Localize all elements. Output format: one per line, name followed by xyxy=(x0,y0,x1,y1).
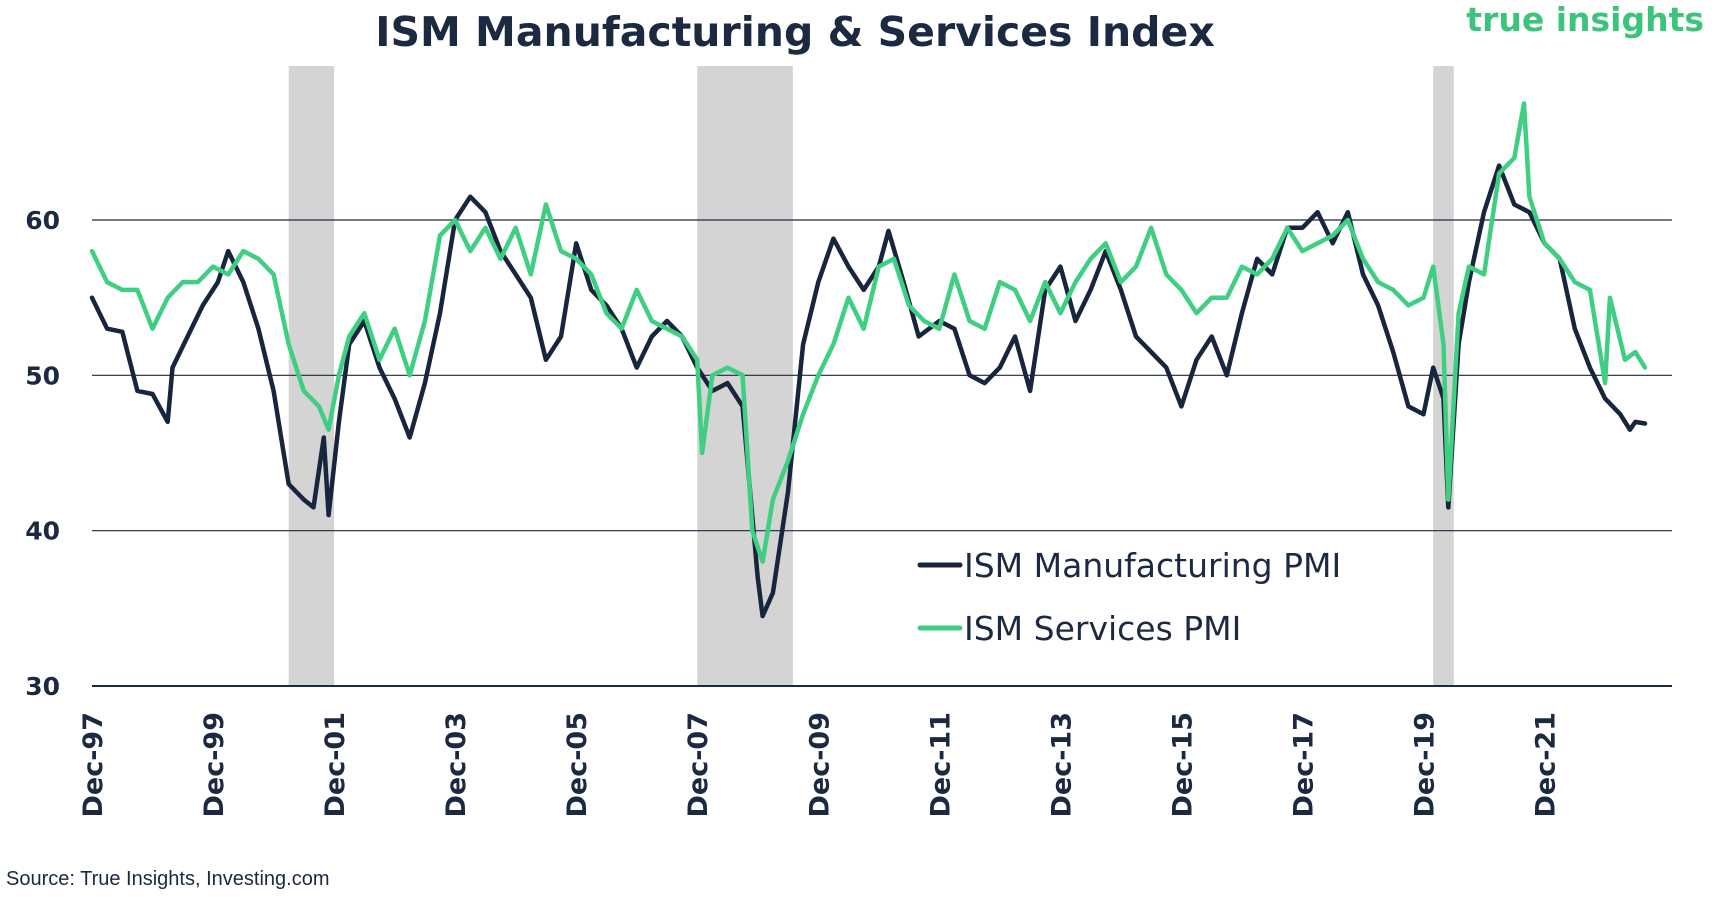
x-tick-label: Dec-03 xyxy=(441,712,472,818)
x-tick-label: Dec-09 xyxy=(804,712,835,818)
x-tick-label: Dec-97 xyxy=(78,712,109,818)
x-axis: Dec-97 Dec-99 Dec-01 Dec-03 Dec-05 Dec-07 Dec-… xyxy=(78,712,1562,818)
x-tick-label: Dec-07 xyxy=(683,712,714,818)
series-line-manufacturing xyxy=(89,163,1648,619)
y-axis: 30 40 50 60 xyxy=(25,206,60,701)
gridlines xyxy=(92,219,1672,687)
legend-label-services: ISM Services PMI xyxy=(964,609,1241,648)
y-tick-label: 30 xyxy=(25,672,60,701)
y-tick-label: 60 xyxy=(25,206,60,235)
x-tick-label: Dec-15 xyxy=(1167,712,1198,818)
legend: ISM Manufacturing PMI ISM Services PMI xyxy=(917,546,1341,648)
series-lines xyxy=(89,101,1648,619)
x-tick-label: Dec-01 xyxy=(320,712,351,818)
recession-shading xyxy=(288,66,1454,686)
x-tick-label: Dec-99 xyxy=(199,712,230,818)
x-tick-label: Dec-19 xyxy=(1409,712,1440,818)
legend-label-manufacturing: ISM Manufacturing PMI xyxy=(964,546,1341,585)
x-tick-label: Dec-21 xyxy=(1531,712,1562,818)
y-tick-label: 50 xyxy=(25,361,60,390)
source-note: Source: True Insights, Investing.com xyxy=(6,868,330,890)
recession-band xyxy=(288,66,335,686)
y-tick-label: 40 xyxy=(25,517,60,546)
x-tick-label: Dec-17 xyxy=(1288,712,1319,818)
brand-logo: true insights xyxy=(1466,0,1704,39)
x-tick-label: Dec-13 xyxy=(1046,712,1077,818)
x-tick-label: Dec-11 xyxy=(925,712,956,818)
chart-title: ISM Manufacturing & Services Index xyxy=(375,8,1215,56)
series-line-services xyxy=(89,101,1648,564)
x-tick-label: Dec-05 xyxy=(562,712,593,818)
